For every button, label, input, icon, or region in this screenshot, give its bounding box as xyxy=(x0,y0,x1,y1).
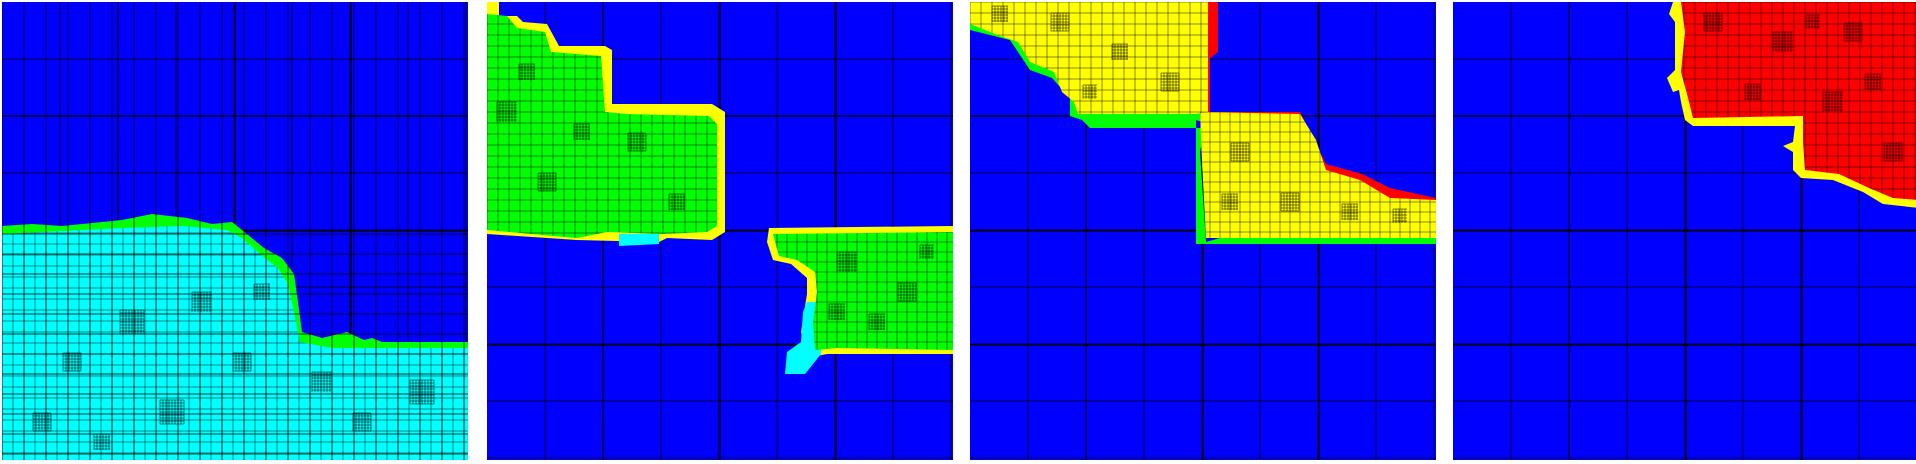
cyan-region-upper xyxy=(619,234,659,246)
refinement-clusters xyxy=(1703,12,1903,162)
green-region-lower xyxy=(773,232,953,350)
panel-4-canvas xyxy=(1453,2,1916,460)
panel-2 xyxy=(487,2,953,460)
panel-1-canvas xyxy=(2,2,468,460)
panel-2-canvas xyxy=(487,2,953,460)
panel-3-canvas xyxy=(970,2,1436,460)
cyan-region-lower xyxy=(785,302,821,374)
fine-grid-lower xyxy=(773,232,953,350)
refinement-clusters-lower xyxy=(828,244,934,330)
panel-4 xyxy=(1453,2,1916,460)
panel-1 xyxy=(2,2,468,460)
refinement-clusters-upper xyxy=(991,5,1180,99)
panel-3 xyxy=(970,2,1436,460)
yellow-region-upper xyxy=(970,2,1208,114)
refinement-clusters-lower xyxy=(1221,142,1407,223)
yellow-region-lower xyxy=(1200,112,1436,238)
refinement-clusters-upper xyxy=(496,63,685,210)
